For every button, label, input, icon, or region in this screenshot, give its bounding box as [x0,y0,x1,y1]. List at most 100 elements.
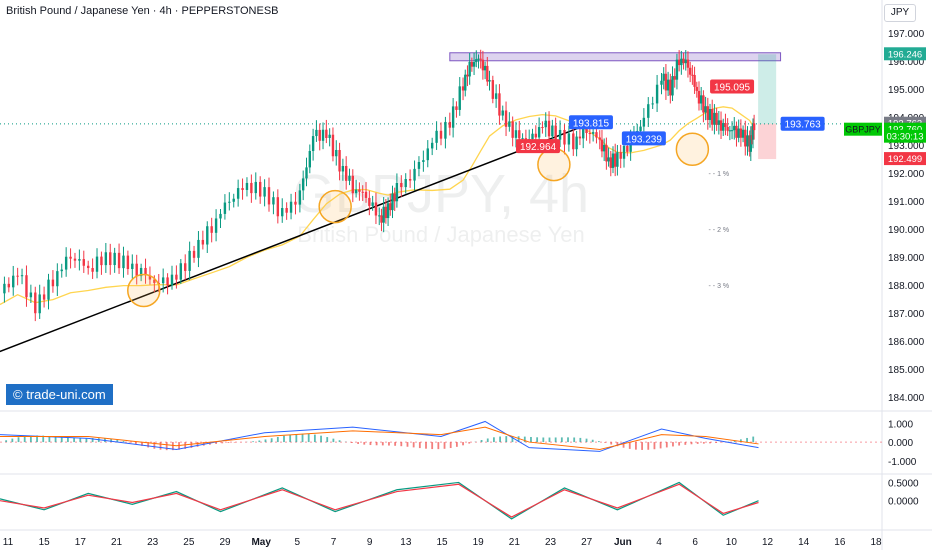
price-axis-tick: 190.000 [888,225,925,236]
candle-body [136,264,138,276]
candle-body [535,134,537,138]
candle-body [69,257,71,259]
candle-body [255,182,257,193]
candle-body [87,266,89,268]
candle-body [511,121,513,137]
macd-bar [604,442,606,443]
price-tag-text: 03:30:13 [887,132,924,143]
macd-bar [493,437,495,442]
candle-body [740,129,742,138]
macd-bar [684,442,686,445]
macd-bar [79,438,81,442]
fib-level-label: - - 1 % [709,171,730,178]
candle-body [105,252,107,265]
time-axis-tick: 17 [75,537,87,548]
macd-bar [579,438,581,442]
candle-body [345,166,347,181]
candle-body [16,276,18,277]
candle-body [268,187,270,204]
candle-body [290,202,292,213]
price-label-text: 193.815 [573,118,610,129]
candle-body [647,104,649,118]
candle-body [197,240,199,258]
chart-title: British Pound / Japanese Yen · 4h · PEPP… [6,5,279,17]
macd-bar [635,442,637,450]
candle-body [735,126,737,138]
macd-bar [746,438,748,442]
candle-body [250,183,252,193]
candle-body [464,75,466,91]
candle-body [505,110,507,126]
price-axis-tick: 193.000 [888,141,925,152]
macd-bar [271,438,273,442]
macd-bar [456,442,458,447]
currency-button[interactable]: JPY [884,4,916,22]
time-axis-tick: 7 [331,537,337,548]
macd-bar [339,440,341,442]
candle-body [545,121,547,127]
candle-body [639,127,641,131]
candle-body [531,134,533,139]
macd-bar [660,442,662,448]
macd-bar [431,442,433,449]
price-label-text: 193.763 [785,120,822,131]
candle-body [718,120,720,125]
candle-body [413,169,415,181]
time-axis-tick: 21 [509,537,521,548]
candle-body [589,133,591,134]
candle-body [233,199,235,202]
candle-body [572,133,574,149]
candle-body [473,62,475,67]
candle-body [47,280,49,300]
candle-body [744,130,746,147]
macd-bar [419,442,421,448]
macd-bar [308,434,310,442]
price-axis-tick: 197.000 [888,29,925,40]
time-axis-tick: 15 [436,537,448,548]
candle-body [335,150,337,156]
macd-line [0,421,759,451]
macd-bar [67,438,69,443]
candle-body [680,59,682,65]
time-axis-tick: Jun [614,537,632,548]
candle-body [541,127,543,128]
candle-body [713,113,715,125]
price-label: 193.815 [569,115,613,129]
candle-body [175,275,177,280]
stoch-axis-tick: 0.5000 [888,478,919,489]
candle-body [700,95,702,103]
macd-bar [394,442,396,446]
macd-bar [610,442,612,444]
candle-body [707,106,709,120]
candle-body [444,122,446,139]
macd-bar [647,442,649,450]
candle-body [592,132,594,134]
candle-body [685,60,687,64]
candle-body [362,192,364,193]
macd-axis-tick: 1.000 [888,419,913,430]
candle-body [206,226,208,244]
candle-body [355,190,357,194]
macd-bar [536,437,538,442]
candle-body [554,126,556,140]
stop-zone [758,124,776,159]
candle-body [21,275,23,276]
price-tag-text: 196.246 [888,49,922,60]
macd-bar [61,437,63,442]
candle-body [502,110,504,115]
time-axis-tick: 18 [870,537,882,548]
candle-body [78,259,80,261]
brand-watermark[interactable]: © trade-uni.com [6,384,113,405]
macd-bar [351,442,353,443]
candle-body [693,75,695,87]
time-axis-tick: 15 [39,537,51,548]
macd-axis-tick: -1.000 [888,457,917,468]
candle-body [449,122,451,128]
macd-bar [258,440,260,442]
candle-body [171,275,173,286]
macd-bar [314,435,316,442]
candle-body [302,178,304,190]
candle-body [687,60,689,68]
